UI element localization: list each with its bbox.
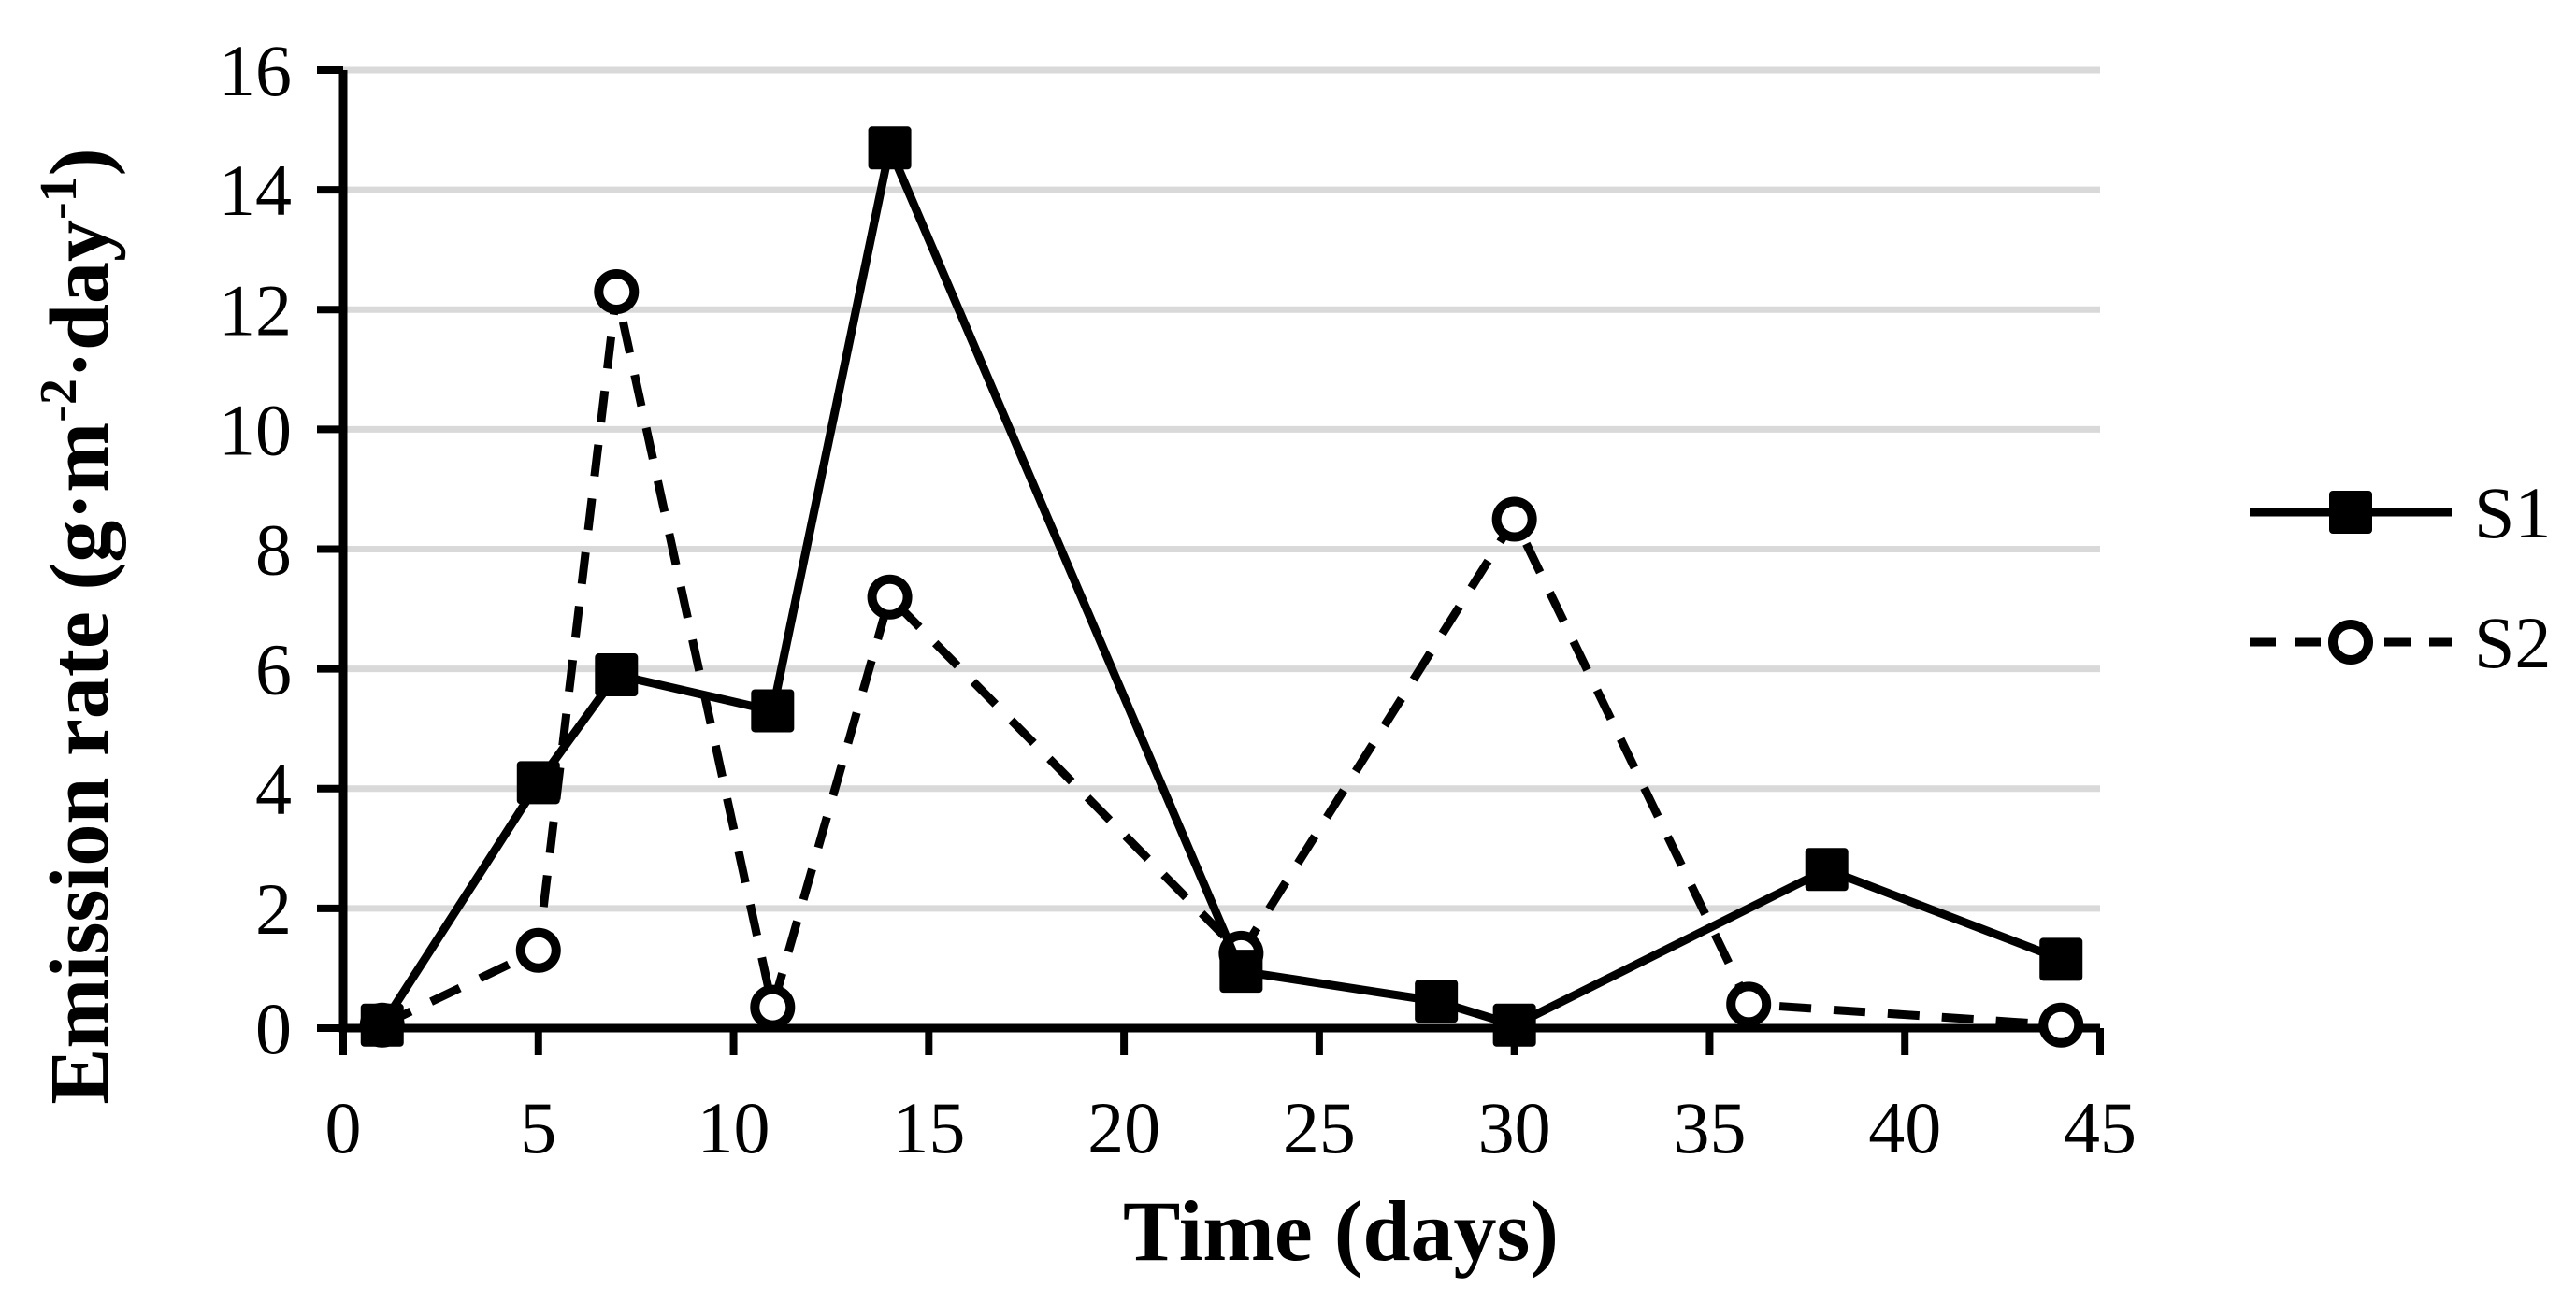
marker-open-circle xyxy=(2038,1002,2084,1048)
marker-open-circle xyxy=(1726,981,1772,1027)
marker-open-circle xyxy=(594,269,640,315)
legend-label: S2 xyxy=(2474,602,2551,683)
x-tick-label: 30 xyxy=(1478,1087,1551,1168)
marker-filled-square xyxy=(868,126,912,170)
y-tick-label: 2 xyxy=(255,868,292,950)
x-tick-label: 40 xyxy=(1868,1087,1941,1168)
x-tick-label: 0 xyxy=(325,1087,362,1168)
x-tick-label: 45 xyxy=(2064,1087,2137,1168)
series-line-S2 xyxy=(380,291,2062,1030)
y-tick-label: 6 xyxy=(255,629,292,710)
legend-entry-S1: S1 xyxy=(2250,472,2551,553)
y-tick-marks xyxy=(317,66,343,1032)
x-axis-title: Time (days) xyxy=(1123,1183,1559,1279)
y-tick-label: 12 xyxy=(219,269,292,351)
marker-filled-square xyxy=(1492,1003,1536,1047)
series-S1 xyxy=(360,126,2083,1047)
legend: S1 S2 xyxy=(2250,472,2551,683)
gridlines xyxy=(343,66,2100,912)
y-axis-title: Emission rate (g·m-2·day-1) xyxy=(30,148,126,1104)
legend-entry-S2: S2 xyxy=(2250,602,2551,683)
marker-filled-square xyxy=(1219,950,1263,994)
y-tick-labels: 0 2 4 6 8 10 12 14 16 xyxy=(219,30,292,1069)
data-series xyxy=(359,126,2084,1048)
x-tick-label: 20 xyxy=(1087,1087,1160,1168)
y-tick-label: 8 xyxy=(255,509,292,591)
marker-open-circle xyxy=(750,984,796,1030)
y-tick-label: 0 xyxy=(255,988,292,1069)
marker-filled-square xyxy=(595,653,639,697)
y-tick-label: 14 xyxy=(219,150,292,231)
x-tick-marks xyxy=(339,1028,2104,1055)
y-tick-label: 4 xyxy=(255,749,292,830)
x-tick-labels: 0 5 10 15 20 25 30 35 40 45 xyxy=(325,1087,2137,1168)
x-tick-label: 10 xyxy=(698,1087,770,1168)
marker-filled-square xyxy=(1415,980,1459,1023)
x-tick-label: 15 xyxy=(892,1087,965,1168)
marker-filled-square xyxy=(1805,848,1849,892)
y-tick-label: 10 xyxy=(219,389,292,470)
marker-filled-square xyxy=(516,761,560,805)
marker-open-circle xyxy=(515,927,561,973)
x-tick-label: 25 xyxy=(1283,1087,1356,1168)
marker-open-circle xyxy=(1491,496,1537,542)
x-tick-label: 35 xyxy=(1673,1087,1746,1168)
marker-filled-square xyxy=(2039,937,2083,981)
x-tick-label: 5 xyxy=(520,1087,556,1168)
marker-open-circle xyxy=(867,574,913,620)
marker-filled-square xyxy=(751,689,795,733)
marker-filled-square xyxy=(360,1003,404,1047)
marker-filled-square xyxy=(2329,491,2372,534)
series-line-S1 xyxy=(378,134,2063,1030)
y-tick-label: 16 xyxy=(219,30,292,111)
legend-label: S1 xyxy=(2474,472,2551,553)
marker-open-circle xyxy=(2328,620,2373,665)
